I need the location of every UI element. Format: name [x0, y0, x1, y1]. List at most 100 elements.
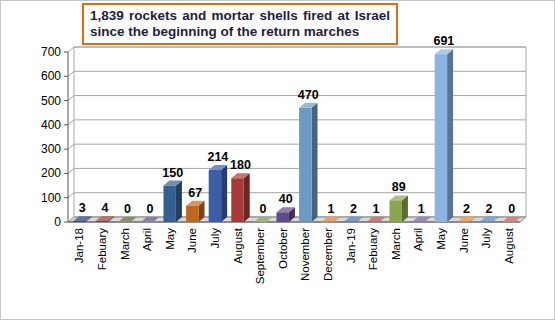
bar-top	[141, 217, 159, 222]
bar-top	[209, 165, 227, 170]
bar	[322, 221, 334, 222]
data-label: 40	[279, 192, 293, 206]
grid-line	[74, 47, 526, 48]
data-label: 2	[463, 202, 470, 216]
grid-line-depth	[68, 168, 74, 173]
y-tick-label: 200	[41, 166, 61, 180]
bar	[480, 221, 492, 222]
bar	[389, 200, 401, 222]
x-tick-label: May	[164, 228, 176, 250]
x-tick-label: December	[322, 228, 334, 281]
bar	[299, 108, 311, 222]
x-tick-label: Febuary	[96, 228, 108, 270]
x-tick-label: July	[480, 228, 492, 249]
bar-top	[457, 217, 475, 222]
grid-line-depth	[68, 71, 74, 76]
bar-top	[299, 103, 317, 108]
data-label: 691	[433, 34, 454, 48]
bar-top	[412, 217, 430, 222]
x-tick-label: March	[390, 228, 402, 260]
y-axis: 0100200300400500600700	[41, 45, 526, 229]
data-label: 470	[298, 88, 319, 102]
y-tick-label: 700	[41, 45, 61, 59]
x-tick-label: November	[299, 228, 311, 281]
bar-top	[367, 217, 385, 222]
grid-line-depth	[68, 144, 74, 149]
y-tick-label: 600	[41, 69, 61, 83]
y-tick	[64, 173, 68, 174]
bar	[73, 221, 85, 222]
grid-line-depth	[68, 217, 74, 222]
bar	[412, 221, 424, 222]
data-label: 89	[392, 180, 406, 194]
data-label: 150	[162, 166, 183, 180]
x-tick-label: Jan-19	[345, 228, 357, 263]
y-tick	[64, 52, 68, 53]
bar	[344, 221, 356, 222]
y-tick	[64, 149, 68, 150]
data-label: 180	[230, 158, 251, 172]
x-tick-label: August	[232, 227, 244, 264]
x-tick-label: October	[277, 228, 289, 269]
data-label: 4	[101, 201, 108, 215]
bar-top	[186, 201, 204, 206]
x-tick-label: September	[254, 228, 266, 284]
bar-top	[276, 207, 294, 212]
y-tick-label: 100	[41, 191, 61, 205]
bar-top	[254, 217, 272, 222]
data-label: 2	[350, 202, 357, 216]
grid-line-depth	[68, 193, 74, 198]
bar-top	[389, 195, 407, 200]
bar-top	[480, 217, 498, 222]
chart-svg: 01002003004005006007003Jan-184Febuary0Ma…	[0, 0, 555, 320]
x-tick-label: Febuary	[367, 228, 379, 270]
bar	[96, 221, 108, 222]
bar	[209, 170, 221, 222]
bar-top	[231, 173, 249, 178]
title: 1,839 rockets and mortar shells fired at…	[82, 3, 398, 45]
y-tick-label: 0	[54, 215, 61, 229]
data-label: 0	[508, 202, 515, 216]
floor	[68, 217, 526, 222]
x-tick-label: June	[186, 228, 198, 253]
bar	[435, 54, 447, 222]
data-label: 214	[207, 150, 228, 164]
y-tick	[64, 76, 68, 77]
bar-side	[447, 49, 453, 222]
x-tick-label: April	[412, 228, 424, 251]
data-label: 3	[79, 201, 86, 215]
x-tick-label: June	[458, 228, 470, 253]
data-label: 0	[260, 202, 267, 216]
bar-top	[322, 217, 340, 222]
bar-top	[118, 217, 136, 222]
y-tick	[64, 100, 68, 101]
data-label: 1	[418, 202, 425, 216]
bar	[457, 221, 469, 222]
bar-side	[176, 181, 182, 222]
bar	[186, 206, 198, 222]
bar-side	[221, 165, 227, 222]
labels: 3Jan-184Febuary0March0April150May67June2…	[73, 34, 515, 284]
bar	[141, 222, 153, 223]
y-tick	[64, 222, 68, 223]
y-tick	[64, 124, 68, 125]
data-label: 0	[124, 202, 131, 216]
bar	[502, 222, 514, 223]
bar-top	[502, 217, 520, 222]
y-axis-line	[68, 52, 69, 222]
bar-top	[73, 216, 91, 221]
data-label: 2	[486, 202, 493, 216]
bar	[118, 222, 130, 223]
grid-line-depth	[68, 47, 74, 52]
data-label: 0	[147, 202, 154, 216]
bar-top	[435, 49, 453, 54]
y-tick-label: 300	[41, 142, 61, 156]
data-label: 1	[327, 202, 334, 216]
grid-line	[74, 71, 526, 72]
bar	[231, 178, 243, 222]
y-tick-label: 500	[41, 94, 61, 108]
x-axis-line	[68, 222, 520, 223]
x-tick-label: August	[503, 227, 515, 264]
bar-side	[312, 103, 318, 222]
bars	[73, 49, 521, 222]
